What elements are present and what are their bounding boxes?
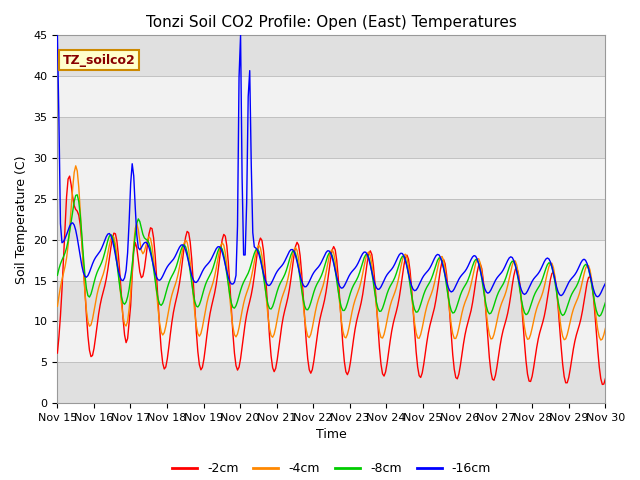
Bar [58,240,605,281]
-8cm [218,246,226,252]
Line: -8cm: -8cm [58,195,605,316]
-4cm [54,303,61,309]
-16cm [293,259,301,264]
-16cm [594,294,602,300]
-4cm [122,323,130,329]
-2cm [602,376,609,382]
X-axis label: Time: Time [316,429,347,442]
-8cm [54,273,61,278]
-8cm [246,266,253,272]
-8cm [295,265,303,271]
-2cm [295,242,303,248]
-4cm [295,256,303,262]
-2cm [598,382,606,387]
-2cm [246,299,253,304]
-4cm [237,316,244,322]
-2cm [237,356,244,361]
Bar [58,158,605,199]
Legend: -2cm, -4cm, -8cm, -16cm: -2cm, -4cm, -8cm, -16cm [167,457,496,480]
-4cm [597,337,605,343]
-8cm [122,299,130,305]
-16cm [571,272,579,277]
-16cm [54,33,61,38]
Line: -4cm: -4cm [58,166,605,340]
Line: -16cm: -16cm [58,36,605,297]
-4cm [218,240,226,246]
-2cm [66,173,74,179]
Bar [58,322,605,362]
-2cm [54,350,61,356]
-8cm [74,192,81,198]
-4cm [246,281,253,287]
-8cm [602,300,609,305]
Bar [58,76,605,117]
-16cm [121,275,129,281]
Y-axis label: Soil Temperature (C): Soil Temperature (C) [15,155,28,284]
-2cm [218,237,226,242]
Line: -2cm: -2cm [58,176,605,384]
-16cm [602,281,609,287]
Text: TZ_soilco2: TZ_soilco2 [63,54,136,67]
-4cm [573,299,580,304]
-8cm [573,284,580,289]
-8cm [237,288,244,293]
-4cm [72,163,79,168]
-16cm [244,94,252,99]
-16cm [236,74,243,80]
-2cm [573,332,580,338]
-4cm [602,325,609,331]
-2cm [122,340,130,346]
-16cm [217,246,225,252]
-8cm [595,313,603,319]
Title: Tonzi Soil CO2 Profile: Open (East) Temperatures: Tonzi Soil CO2 Profile: Open (East) Temp… [146,15,517,30]
